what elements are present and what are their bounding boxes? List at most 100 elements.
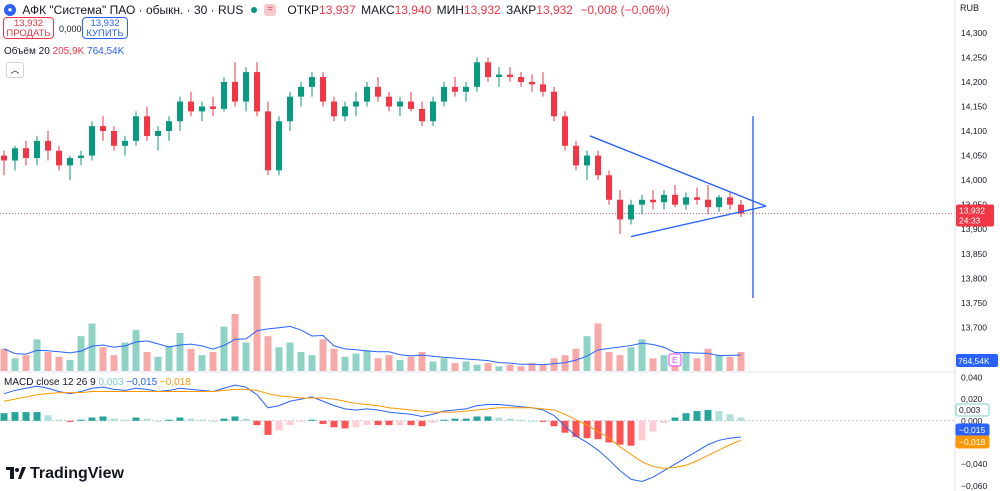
- candle-body: [419, 108, 425, 122]
- market-open-dot: [250, 6, 257, 13]
- volume-bar: [440, 358, 448, 371]
- macd-histogram-bar: [198, 419, 206, 421]
- volume-bar: [99, 347, 107, 371]
- candle-body: [331, 101, 337, 117]
- volume-bar: [726, 356, 734, 371]
- currency-label[interactable]: RUB: [960, 3, 980, 13]
- candle-body: [353, 101, 359, 107]
- macd-histogram-bar: [605, 420, 613, 443]
- volume-bar: [473, 364, 481, 371]
- buy-price: 13,932: [90, 18, 120, 29]
- macd-histogram-bar: [451, 418, 459, 421]
- candle-body: [210, 106, 216, 109]
- price-tick-label: 14,250: [961, 52, 987, 62]
- macd-histogram-bar: [385, 420, 393, 426]
- volume-bar: [286, 342, 294, 371]
- candle-body: [562, 116, 568, 146]
- candle-body: [485, 62, 491, 78]
- candle-body: [727, 197, 733, 205]
- buy-button[interactable]: 13,932 КУПИТЬ: [82, 17, 128, 39]
- volume-bar: [451, 363, 459, 371]
- price-tick-label: 14,000: [961, 175, 987, 185]
- low-value: 13,932: [463, 2, 501, 17]
- volume-value: 205,9K: [52, 46, 85, 57]
- macd-histogram-bar: [341, 420, 349, 429]
- candle-body: [551, 91, 557, 117]
- tradingview-logo[interactable]: TradingView: [6, 465, 124, 483]
- macd-histogram-bar: [374, 420, 382, 426]
- macd-value-tag-text: 0,003: [959, 405, 981, 415]
- change-value: −0,008 (−0,06%): [580, 2, 670, 17]
- candle-body: [34, 140, 40, 159]
- collapse-chevron-icon[interactable]: ︿: [6, 62, 24, 78]
- volume-bar: [176, 333, 184, 371]
- volume-ma-value: 764,54K: [87, 46, 125, 57]
- candle-body: [56, 150, 62, 166]
- price-tick-label: 13,700: [961, 322, 987, 332]
- macd-histogram-bar: [539, 420, 547, 422]
- macd-histogram-bar: [495, 417, 503, 421]
- macd-histogram-bar: [671, 417, 679, 421]
- triangle-pattern-drawing[interactable]: [589, 116, 767, 298]
- macd-histogram-bar: [121, 419, 129, 421]
- macd-value-tag-text: −0,018: [959, 437, 986, 447]
- last-price-tag-text: 13,932: [959, 206, 985, 216]
- macd-histogram-bar: [572, 420, 580, 438]
- candle-body: [430, 101, 436, 122]
- volume-bar: [649, 358, 657, 371]
- macd-histogram-bar: [429, 420, 437, 423]
- candle-body: [342, 106, 348, 117]
- close-label: ЗАКР: [506, 2, 537, 17]
- buy-label: КУПИТЬ: [86, 28, 124, 39]
- macd-histogram-bar: [528, 420, 536, 422]
- volume-bar: [231, 314, 239, 371]
- volume-bar: [737, 352, 745, 371]
- macd-histogram-bar: [594, 420, 602, 440]
- macd-hist-value: 0,003: [98, 377, 124, 388]
- macd-histogram-bar: [88, 417, 96, 421]
- candle-body: [595, 155, 601, 176]
- volume-bar: [209, 352, 217, 371]
- price-tick-label: 14,100: [961, 126, 987, 136]
- macd-histogram-bar: [462, 418, 470, 421]
- volume-bar: [242, 342, 250, 371]
- macd-histogram-bar: [682, 413, 690, 421]
- volume-tag-text: 764,54K: [958, 356, 990, 366]
- volume-bar: [594, 323, 602, 371]
- candle-body: [452, 86, 458, 92]
- macd-histogram-bar: [407, 420, 415, 426]
- candle-body: [287, 96, 293, 122]
- macd-legend[interactable]: MACD close 12 26 9 0,003 −0,015 −0,018: [4, 377, 191, 388]
- macd-histogram-bar: [55, 419, 63, 421]
- macd-histogram-bar: [242, 418, 250, 421]
- candle-body: [298, 86, 304, 97]
- candle-body: [606, 175, 612, 200]
- macd-histogram-bar: [66, 420, 74, 422]
- macd-tick-label: −0,040: [961, 459, 988, 469]
- candle-body: [441, 86, 447, 102]
- macd-histogram-bar: [176, 417, 184, 421]
- macd-histogram-bar: [638, 420, 646, 441]
- low-label: МИН: [436, 2, 464, 17]
- candle-body: [265, 111, 271, 171]
- candle-body: [716, 197, 722, 208]
- volume-bar: [253, 276, 261, 371]
- volume-bar: [495, 366, 503, 371]
- macd-tick-label: 0,000: [961, 416, 983, 426]
- volume-legend[interactable]: Объём 20 205,9K 764,54K: [4, 46, 124, 57]
- volume-bar: [682, 352, 690, 371]
- triangle-upper-line: [589, 135, 767, 207]
- candle-body: [23, 148, 29, 159]
- volume-tag: [956, 354, 998, 367]
- candle-body: [45, 140, 51, 151]
- volume-bar: [297, 352, 305, 371]
- symbol-title[interactable]: АФК "Система" ПАО · обыкн. · 30 · RUS: [22, 2, 244, 17]
- candle-body: [78, 155, 84, 159]
- macd-tick-label: −0,060: [961, 481, 988, 491]
- volume-bar: [275, 347, 283, 371]
- sell-button[interactable]: 13,932 ПРОДАТЬ: [3, 17, 54, 39]
- macd-histogram-bar: [33, 412, 41, 421]
- macd-value-tag: [955, 403, 990, 417]
- sell-label: ПРОДАТЬ: [6, 28, 51, 39]
